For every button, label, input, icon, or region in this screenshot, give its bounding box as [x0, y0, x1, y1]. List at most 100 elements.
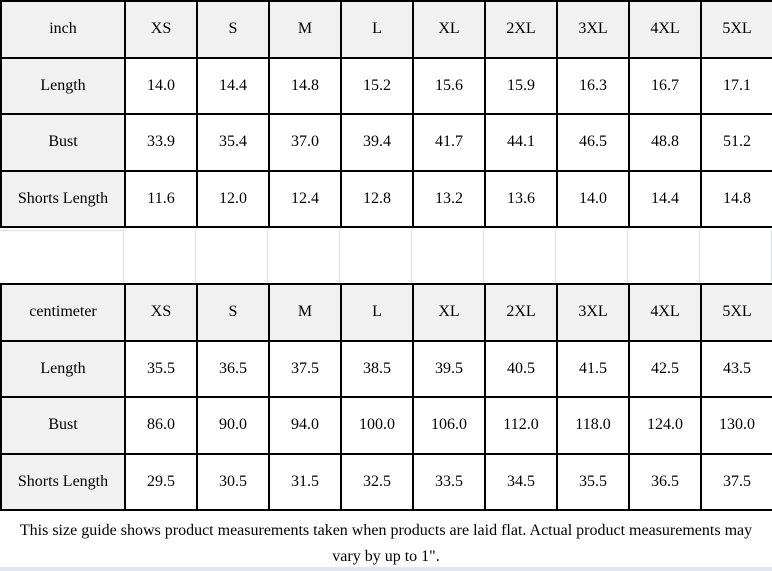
- value-cell: 90.0: [196, 396, 270, 455]
- value-cell: 15.9: [484, 56, 558, 115]
- value-cell: 48.8: [628, 113, 702, 172]
- size-note: This size guide shows product measuremen…: [0, 511, 772, 571]
- row-label-shorts-length: Shorts Length: [0, 169, 126, 228]
- value-cell: 16.7: [628, 56, 702, 115]
- gap-gridline: [268, 230, 340, 282]
- value-cell: 35.5: [124, 339, 198, 398]
- unit-cell: inch: [0, 0, 126, 59]
- size-col-header: 2XL: [484, 0, 558, 59]
- size-col-header: XL: [412, 0, 486, 59]
- value-cell: 16.3: [556, 56, 630, 115]
- size-col-header: S: [196, 0, 270, 59]
- size-col-header: 3XL: [556, 283, 630, 342]
- value-cell: 86.0: [124, 396, 198, 455]
- inch-size-table: inch XS S M L XL 2XL 3XL 4XL 5XL Length …: [0, 0, 772, 228]
- row-label-length: Length: [0, 339, 126, 398]
- value-cell: 36.5: [196, 339, 270, 398]
- value-cell: 42.5: [628, 339, 702, 398]
- value-cell: 14.0: [556, 169, 630, 228]
- value-cell: 37.5: [700, 452, 772, 511]
- value-cell: 12.8: [340, 169, 414, 228]
- gap-gridline: [196, 230, 268, 282]
- value-cell: 15.6: [412, 56, 486, 115]
- header-row: centimeter XS S M L XL 2XL 3XL 4XL 5XL: [0, 283, 772, 342]
- value-cell: 43.5: [700, 339, 772, 398]
- value-cell: 14.4: [196, 56, 270, 115]
- gap-gridline: [484, 230, 556, 282]
- unit-cell: centimeter: [0, 283, 126, 342]
- value-cell: 15.2: [340, 56, 414, 115]
- value-cell: 13.6: [484, 169, 558, 228]
- value-cell: 14.8: [268, 56, 342, 115]
- value-cell: 44.1: [484, 113, 558, 172]
- value-cell: 35.5: [556, 452, 630, 511]
- value-cell: 41.5: [556, 339, 630, 398]
- value-cell: 40.5: [484, 339, 558, 398]
- size-col-header: 4XL: [628, 0, 702, 59]
- value-cell: 41.7: [412, 113, 486, 172]
- header-row: inch XS S M L XL 2XL 3XL 4XL 5XL: [0, 0, 772, 59]
- value-cell: 14.0: [124, 56, 198, 115]
- size-col-header: M: [268, 283, 342, 342]
- value-cell: 37.5: [268, 339, 342, 398]
- size-col-header: 4XL: [628, 283, 702, 342]
- value-cell: 14.8: [700, 169, 772, 228]
- value-cell: 39.4: [340, 113, 414, 172]
- value-cell: 14.4: [628, 169, 702, 228]
- row-label-bust: Bust: [0, 113, 126, 172]
- size-col-header: XS: [124, 283, 198, 342]
- value-cell: 100.0: [340, 396, 414, 455]
- table-row: Shorts Length 29.5 30.5 31.5 32.5 33.5 3…: [0, 452, 772, 511]
- value-cell: 37.0: [268, 113, 342, 172]
- size-note-text: This size guide shows product measuremen…: [19, 522, 753, 565]
- gap-gridline: [124, 230, 196, 282]
- row-label-bust: Bust: [0, 396, 126, 455]
- table-row: Shorts Length 11.6 12.0 12.4 12.8 13.2 1…: [0, 169, 772, 228]
- value-cell: 12.0: [196, 169, 270, 228]
- gap-gridline: [340, 230, 412, 282]
- gap-gridline: [556, 230, 628, 282]
- size-col-header: L: [340, 283, 414, 342]
- value-cell: 31.5: [268, 452, 342, 511]
- value-cell: 118.0: [556, 396, 630, 455]
- value-cell: 33.9: [124, 113, 198, 172]
- value-cell: 51.2: [700, 113, 772, 172]
- value-cell: 34.5: [484, 452, 558, 511]
- size-col-header: S: [196, 283, 270, 342]
- size-col-header: 5XL: [700, 283, 772, 342]
- value-cell: 36.5: [628, 452, 702, 511]
- value-cell: 13.2: [412, 169, 486, 228]
- value-cell: 11.6: [124, 169, 198, 228]
- table-row: Length 14.0 14.4 14.8 15.2 15.6 15.9 16.…: [0, 56, 772, 115]
- gap-gridline: [412, 230, 484, 282]
- value-cell: 46.5: [556, 113, 630, 172]
- row-label-shorts-length: Shorts Length: [0, 452, 126, 511]
- value-cell: 38.5: [340, 339, 414, 398]
- size-col-header: 5XL: [700, 0, 772, 59]
- value-cell: 124.0: [628, 396, 702, 455]
- bottom-gridline: [0, 567, 772, 571]
- size-col-header: 3XL: [556, 0, 630, 59]
- value-cell: 130.0: [700, 396, 772, 455]
- centimeter-size-table: centimeter XS S M L XL 2XL 3XL 4XL 5XL L…: [0, 283, 772, 511]
- value-cell: 29.5: [124, 452, 198, 511]
- gap-gridline: [0, 230, 124, 282]
- value-cell: 33.5: [412, 452, 486, 511]
- value-cell: 112.0: [484, 396, 558, 455]
- table-gap: [0, 230, 772, 282]
- value-cell: 39.5: [412, 339, 486, 398]
- value-cell: 94.0: [268, 396, 342, 455]
- size-col-header: XS: [124, 0, 198, 59]
- value-cell: 32.5: [340, 452, 414, 511]
- size-col-header: XL: [412, 283, 486, 342]
- value-cell: 35.4: [196, 113, 270, 172]
- value-cell: 12.4: [268, 169, 342, 228]
- value-cell: 106.0: [412, 396, 486, 455]
- table-row: Length 35.5 36.5 37.5 38.5 39.5 40.5 41.…: [0, 339, 772, 398]
- value-cell: 30.5: [196, 452, 270, 511]
- gap-gridline: [628, 230, 700, 282]
- value-cell: 17.1: [700, 56, 772, 115]
- table-row: Bust 33.9 35.4 37.0 39.4 41.7 44.1 46.5 …: [0, 113, 772, 172]
- size-col-header: 2XL: [484, 283, 558, 342]
